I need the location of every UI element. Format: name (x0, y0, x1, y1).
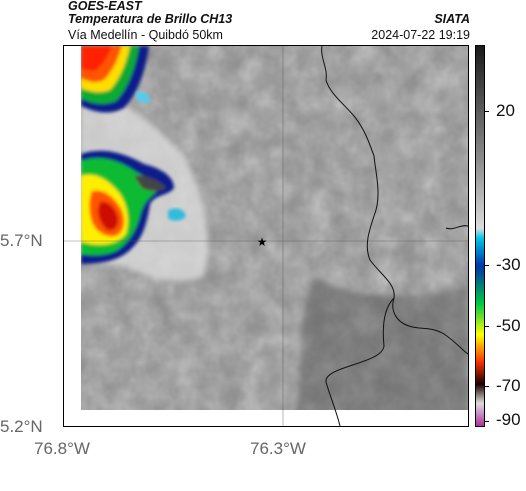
no-data-left (64, 46, 81, 426)
cyan-patch (168, 208, 186, 221)
colorbar-label-minus70: -70 (496, 376, 521, 395)
colorbar-label-minus50: -50 (496, 316, 521, 335)
colorbar-label-minus90: -90 (496, 410, 521, 429)
header-datetime: 2024-07-22 19:19 (371, 28, 470, 42)
header-location: Vía Medellín - Quibdó 50km (68, 28, 223, 42)
convective-cell-top (81, 46, 149, 113)
colorbar-label-minus30: -30 (496, 255, 521, 274)
colorbar-tick-minus50 (485, 326, 489, 327)
lon-label-76-8: 76.8°W (34, 439, 90, 458)
lon-label-76-3: 76.3°W (250, 439, 306, 458)
admin-border-east (321, 46, 468, 355)
dark-region (294, 276, 468, 426)
header-product: Temperatura de Brillo CH13 (68, 12, 233, 26)
lat-label-5-2: 5.2°N (0, 417, 43, 436)
header-satellite: GOES-EAST (68, 0, 142, 13)
header-organization: SIATA (434, 12, 470, 26)
satellite-map: ★ (63, 45, 469, 427)
colorbar-label-20: 20 (496, 101, 515, 120)
river-boundary (325, 297, 395, 426)
no-data-bottom (64, 410, 468, 426)
colorbar-tick-20 (485, 111, 489, 112)
colorbar-tick-minus30 (485, 265, 489, 266)
lat-label-5-7: 5.7°N (0, 231, 43, 250)
colorbar-tick-minus90 (485, 421, 489, 422)
admin-border-south (445, 225, 468, 230)
cyan-patch (136, 91, 151, 103)
temperature-colorbar (475, 45, 485, 427)
colorbar-tick-minus70 (485, 386, 489, 387)
convective-cell-main (81, 150, 174, 264)
map-canvas: ★ (64, 46, 468, 426)
location-marker-star: ★ (257, 235, 268, 249)
